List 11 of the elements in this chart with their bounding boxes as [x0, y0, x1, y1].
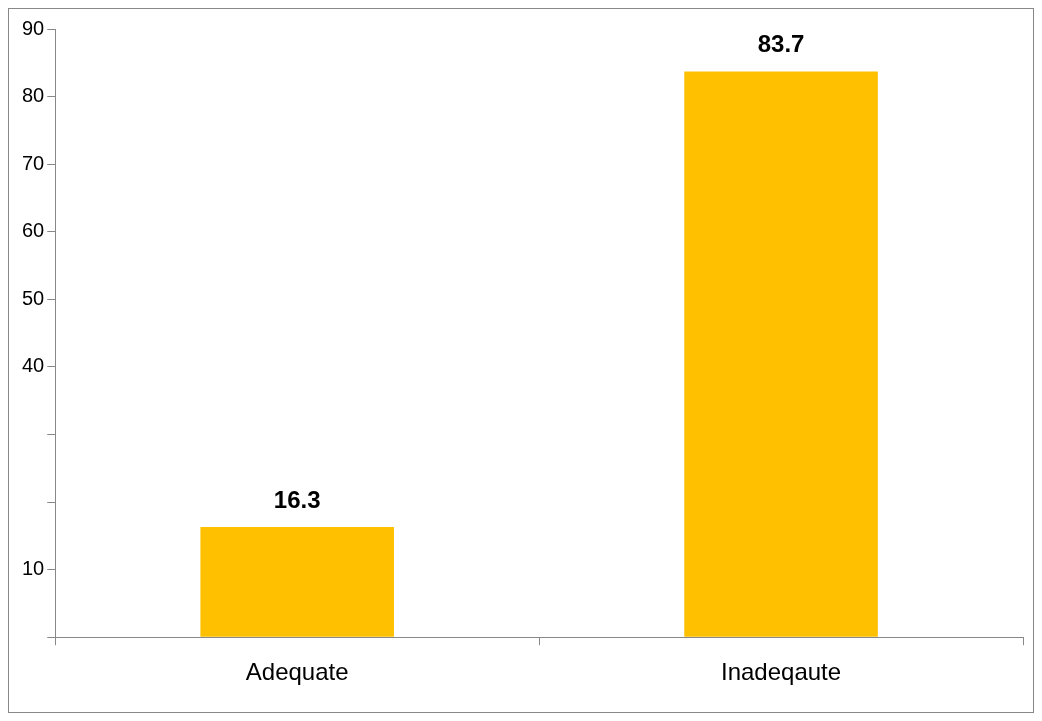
y-tick-label: 60 — [22, 219, 45, 242]
y-tick-label: 90 — [22, 16, 45, 39]
y-tick-label: 70 — [22, 151, 45, 174]
y-tick-label: 50 — [22, 286, 45, 309]
y-tick-label: 80 — [22, 84, 45, 107]
y-tick-label: 40 — [22, 354, 45, 377]
x-tick-label: Adequate — [245, 658, 349, 686]
y-tick-label: 10 — [22, 557, 45, 580]
x-tick-label: Inadeqaute — [721, 658, 842, 686]
data-label: 83.7 — [757, 30, 805, 58]
data-label: 16.3 — [273, 485, 321, 513]
